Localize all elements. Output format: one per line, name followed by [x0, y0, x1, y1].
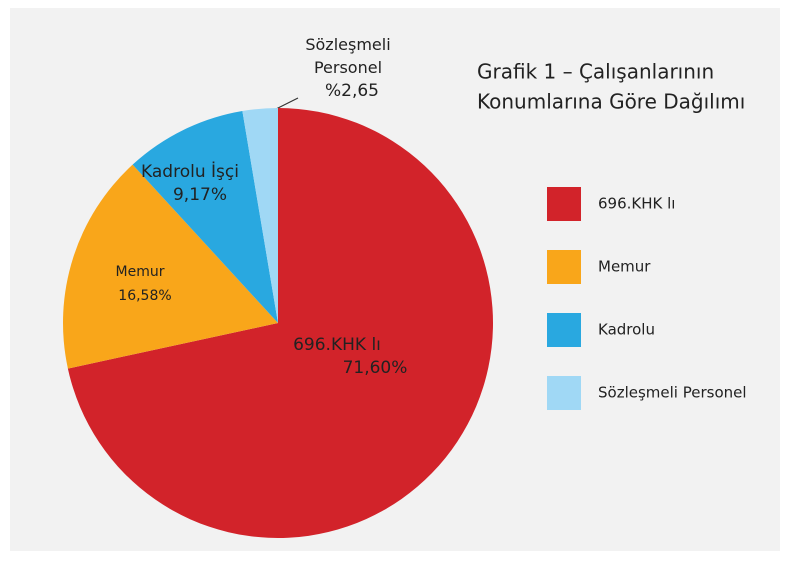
legend-label: Kadrolu [598, 321, 655, 339]
legend-swatch [547, 313, 581, 347]
legend-label: 696.KHK lı [598, 195, 675, 213]
legend-label: Sözleşmeli Personel [598, 384, 747, 402]
legend-label: Memur [598, 258, 651, 276]
slice-value-label: 71,60% [343, 358, 408, 378]
legend-swatch [547, 376, 581, 410]
legend-swatch [547, 187, 581, 221]
slice-value-label: 9,17% [173, 185, 227, 205]
pie-slice [67, 108, 494, 539]
slice-value-label: 16,58% [118, 288, 171, 304]
slice-label: Kadrolu İşçi [141, 161, 239, 182]
slice-value-label: %2,65 [324, 81, 379, 101]
legend-swatch [547, 250, 581, 284]
pie-slice [132, 110, 278, 323]
slice-label: Sözleşmeli Personel [305, 35, 391, 77]
chart-title: Konumlarına Göre Dağılımı [477, 90, 745, 114]
chart-title: Grafik 1 – Çalışanlarının [477, 60, 714, 84]
pie-slice [62, 164, 278, 369]
slice-label: 696.KHK lı [293, 335, 381, 355]
slice-label: Memur [116, 264, 165, 280]
pie-slice [242, 108, 278, 323]
